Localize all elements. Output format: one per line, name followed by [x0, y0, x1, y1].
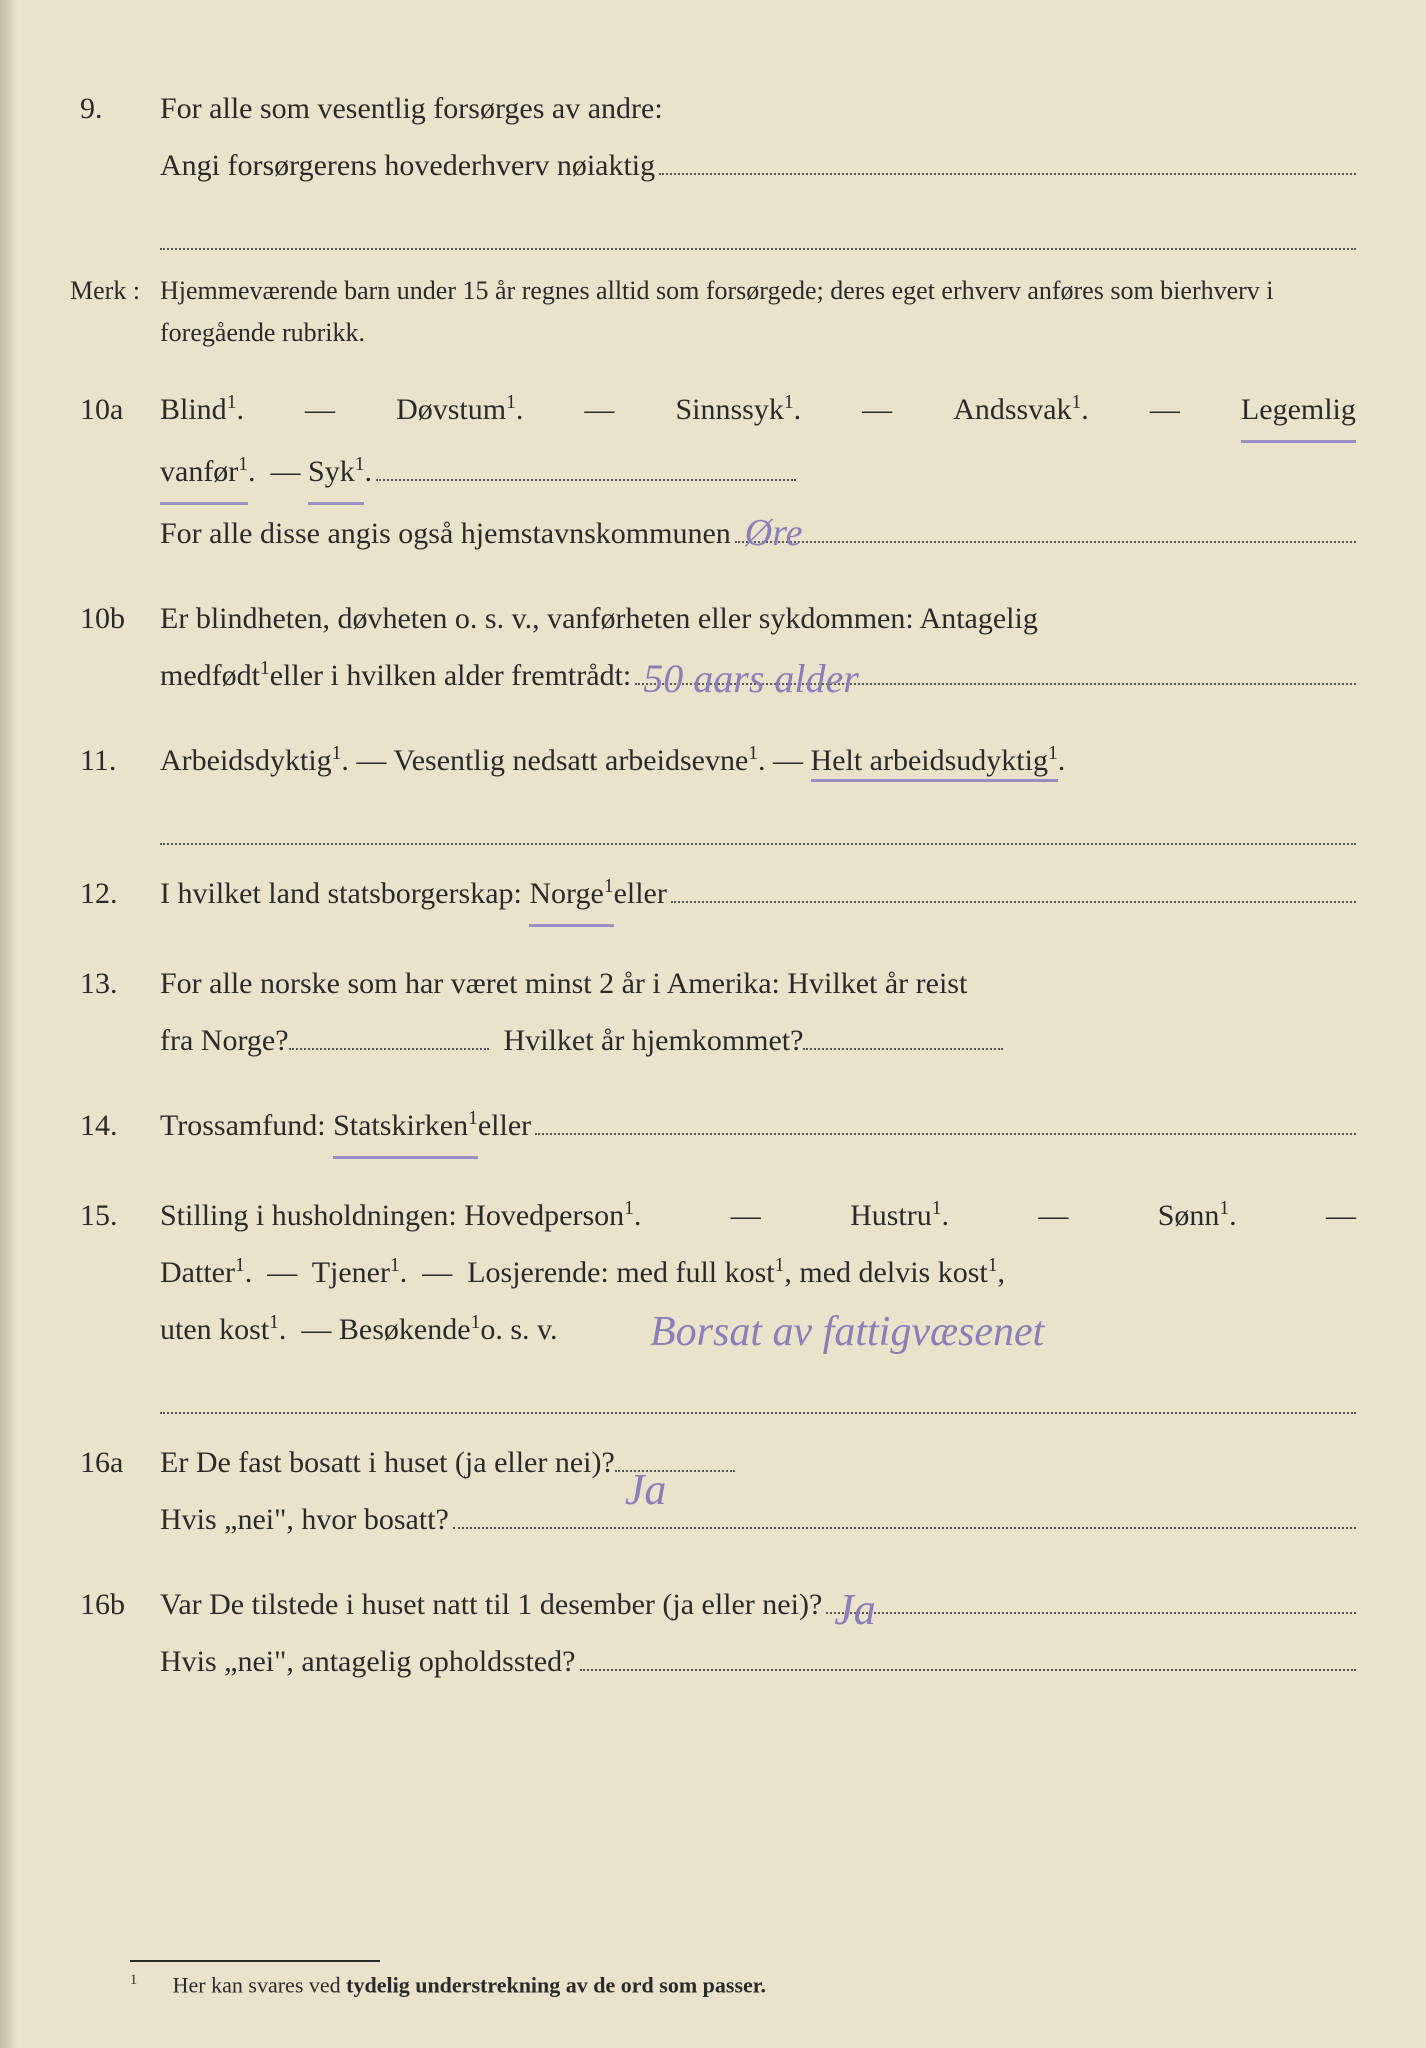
footnote-rule [130, 1960, 380, 1962]
q12-text2: eller [614, 865, 667, 922]
q9-number: 9. [70, 92, 160, 126]
q12-blank [671, 879, 1356, 903]
q15-text1: Stilling i husholdningen: Hovedperson [160, 1199, 624, 1232]
q15-text6: o. s. v. [480, 1301, 557, 1358]
q10b-line2a: medfødt [160, 659, 260, 692]
q13-line2b: Hvilket år hjemkommet? [504, 1012, 804, 1069]
page-shadow [0, 0, 18, 2048]
question-12: 12. I hvilket land statsborgerskap: Norg… [70, 865, 1356, 927]
q10b-line2b: eller i hvilken alder fremtrådt: [270, 647, 632, 704]
q9-blank2 [160, 222, 1356, 250]
question-15: 15. Stilling i husholdningen: Hovedperso… [70, 1187, 1356, 1358]
q10b-handwriting: 50 aars alder [643, 641, 859, 717]
q11-number: 11. [70, 744, 160, 778]
question-13: 13. For alle norske som har været minst … [70, 955, 1356, 1069]
q14-blank [535, 1111, 1356, 1135]
q10a-opt5: Legemlig [1241, 381, 1356, 443]
q10a-opt3: Sinnssyk [675, 393, 783, 426]
q15-datter: Datter [160, 1256, 235, 1289]
question-11: 11. Arbeidsdyktig1. — Vesentlig nedsatt … [70, 732, 1356, 789]
q11-opt2: Vesentlig nedsatt arbeidsevne [393, 744, 748, 777]
q13-blank1 [289, 1048, 489, 1050]
q13-line1: For alle norske som har været minst 2 år… [160, 955, 1356, 1012]
q10a-opt6: vanfør [160, 455, 238, 488]
q9-blank [659, 151, 1356, 175]
q16a-blank2 [453, 1505, 1356, 1529]
q10a-opt2: Døvstum [396, 393, 506, 426]
q11-opt1: Arbeidsdyktig [160, 744, 332, 777]
question-9: 9. For alle som vesentlig forsørges av a… [70, 80, 1356, 194]
q14-text2: eller [478, 1097, 531, 1154]
q15-handwriting1: Borsat av fattigvæsenet [650, 1293, 1044, 1373]
q15-tjener: Tjener [312, 1256, 390, 1289]
question-10b: 10b Er blindheten, døvheten o. s. v., va… [70, 590, 1356, 704]
q15-text4: uten kost [160, 1313, 269, 1346]
q10a-opt7: Syk [308, 455, 355, 488]
q10a-blank1 [376, 457, 796, 481]
q10a-handwriting: Øre [745, 497, 803, 569]
question-10a: 10a Blind1. — Døvstum1. — Sinnssyk1. — A… [70, 381, 1356, 562]
q16b-number: 16b [70, 1588, 160, 1622]
q9-line1: For alle som vesentlig forsørges av andr… [160, 80, 1356, 137]
q16b-line1: Var De tilstede i huset natt til 1 desem… [160, 1576, 822, 1633]
q15-hustru: Hustru [850, 1199, 932, 1232]
q10a-blank2: Øre [735, 519, 1356, 543]
q16a-line1: Er De fast bosatt i huset (ja eller nei)… [160, 1434, 615, 1491]
q11-opt3: Helt arbeidsudyktig [811, 744, 1048, 777]
q16b-line2: Hvis „nei", antagelig opholdssted? [160, 1633, 576, 1690]
q10b-number: 10b [70, 602, 160, 636]
q10a-line2: For alle disse angis også hjemstavnskomm… [160, 505, 731, 562]
q15-text5: Besøkende [339, 1313, 471, 1346]
q13-blank2 [803, 1048, 1003, 1050]
q15-sonn: Sønn [1158, 1199, 1220, 1232]
question-16a: 16a Er De fast bosatt i huset (ja eller … [70, 1434, 1356, 1548]
q15-number: 15. [70, 1199, 160, 1233]
q12-text1: I hvilket land statsborgerskap: [160, 865, 522, 922]
q16a-blank1: Ja [615, 1470, 735, 1472]
footnote-marker: 1 [130, 1972, 137, 1988]
q16b-blank2 [580, 1647, 1357, 1671]
q10a-number: 10a [70, 393, 160, 427]
merk-note: Merk : Hjemmeværende barn under 15 år re… [70, 270, 1356, 353]
merk-text: Hjemmeværende barn under 15 år regnes al… [160, 270, 1356, 353]
q15-text2: Losjerende: med full kost [467, 1256, 774, 1289]
q15-blank [160, 1386, 1356, 1414]
q11-blank [160, 817, 1356, 845]
q14-text1: Trossamfund: [160, 1097, 326, 1154]
q10b-line1: Er blindheten, døvheten o. s. v., vanfør… [160, 590, 1356, 647]
q14-number: 14. [70, 1109, 160, 1143]
q16b-blank1: Ja [826, 1590, 1356, 1614]
merk-label: Merk : [70, 276, 160, 306]
q16a-number: 16a [70, 1446, 160, 1480]
q10b-blank: 50 aars alder [635, 661, 1356, 685]
question-14: 14. Trossamfund: Statskirken1 eller [70, 1097, 1356, 1159]
q16b-handwriting: Ja [834, 1568, 876, 1652]
q10a-opt4: Andssvak [953, 393, 1071, 426]
footnote: 1 Her kan svares ved tydelig understrekn… [130, 1972, 1356, 1998]
q13-line2a: fra Norge? [160, 1012, 289, 1069]
q13-number: 13. [70, 967, 160, 1001]
q9-line2: Angi forsørgerens hovederhverv nøiaktig [160, 137, 655, 194]
question-16b: 16b Var De tilstede i huset natt til 1 d… [70, 1576, 1356, 1690]
q10a-opt1: Blind [160, 393, 227, 426]
q14-opt1: Statskirken [333, 1109, 468, 1142]
footnote-text-a: Her kan svares ved [173, 1972, 347, 1997]
q15-text3: , med delvis kost [784, 1256, 987, 1289]
q16a-line2: Hvis „nei", hvor bosatt? [160, 1491, 449, 1548]
footnote-text-b: tydelig understrekning av de ord som pas… [346, 1972, 766, 1997]
q12-opt1: Norge [529, 877, 603, 910]
q12-number: 12. [70, 877, 160, 911]
